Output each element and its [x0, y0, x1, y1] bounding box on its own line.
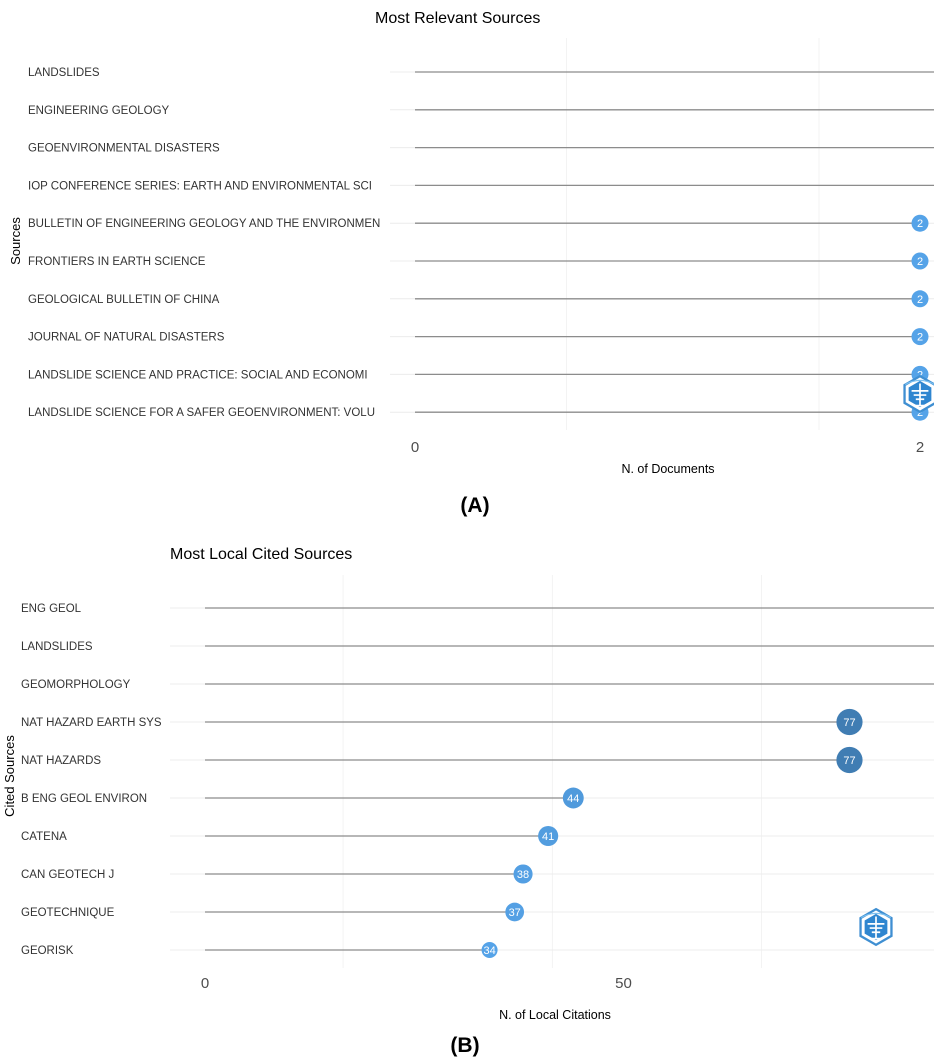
category-label: GEOTECHNIQUE: [21, 907, 115, 919]
category-labels: LANDSLIDES ENGINEERING GEOLOGY GEOENVIRONM…: [28, 67, 380, 419]
panel-label-b: (B): [450, 1034, 479, 1057]
y-axis-title: Cited Sources: [2, 735, 17, 817]
x-tick-label: 0: [201, 975, 209, 992]
bibliometrix-hexagon-icon: [903, 374, 934, 414]
data-label: 38: [517, 869, 529, 881]
x-tick-label: 0: [411, 439, 419, 456]
category-label: BULLETIN OF ENGINEERING GEOLOGY AND THE …: [28, 218, 380, 230]
data-label: 34: [483, 945, 495, 957]
data-point: [481, 942, 498, 958]
lollipop-points: 16916512077774441383734: [481, 708, 863, 958]
category-label: ENG GEOL: [21, 603, 82, 615]
data-label: 41: [542, 831, 554, 843]
category-label: LANDSLIDES: [28, 67, 100, 79]
x-axis-title: N. of Local Citations: [499, 1008, 611, 1022]
grid-lines: [170, 575, 934, 968]
x-tick-label: 2: [916, 439, 924, 456]
x-tick-labels: 050100150: [201, 975, 632, 992]
data-label: 2: [917, 332, 923, 344]
category-label: JOURNAL OF NATURAL DISASTERS: [28, 332, 225, 344]
data-point: [836, 708, 863, 736]
category-label: GEOLOGICAL BULLETIN OF CHINA: [28, 294, 220, 306]
data-point: [513, 864, 533, 884]
category-label: B ENG GEOL ENVIRON: [21, 793, 147, 805]
category-label: CATENA: [21, 831, 67, 843]
y-axis-title: Sources: [8, 217, 23, 265]
chart-most-local-cited-sources: 16916512077774441383734 ENG GEOLLANDSLID…: [2, 546, 934, 1022]
data-label: 44: [567, 793, 579, 805]
data-label: 77: [843, 755, 855, 767]
lollipop-points: 8533222222: [911, 214, 929, 421]
lollipop-stems: [205, 607, 934, 951]
category-label: FRONTIERS IN EARTH SCIENCE: [28, 256, 206, 268]
category-label: GEOMORPHOLOGY: [21, 679, 131, 691]
lollipop-stems: [415, 71, 934, 413]
data-label: 2: [917, 218, 923, 230]
category-label: IOP CONFERENCE SERIES: EARTH AND ENVIRON…: [28, 180, 372, 192]
data-point: [911, 290, 929, 308]
category-label: GEORISK: [21, 945, 74, 957]
x-tick-label: 50: [615, 975, 632, 992]
category-label: LANDSLIDE SCIENCE FOR A SAFER GEOENVIRON…: [28, 407, 375, 419]
data-point: [562, 787, 584, 809]
data-label: 37: [509, 907, 521, 919]
category-label: CAN GEOTECH J: [21, 869, 114, 881]
data-label: 2: [917, 407, 923, 419]
data-point: [836, 746, 863, 774]
category-label: LANDSLIDES: [21, 641, 93, 653]
data-point: [911, 252, 929, 270]
data-point: [911, 328, 929, 346]
category-label: LANDSLIDE SCIENCE AND PRACTICE: SOCIAL A…: [28, 369, 368, 381]
x-tick-labels: 02468: [411, 439, 924, 456]
data-label: 2: [917, 256, 923, 268]
x-axis-title: N. of Documents: [621, 462, 714, 476]
chart-title: Most Relevant Sources: [375, 10, 540, 27]
bibliometrix-hexagon-icon: [859, 907, 893, 947]
category-labels: ENG GEOL LANDSLIDES GEOMORPHOLOGY NAT HAZAR…: [21, 603, 162, 957]
category-label: NAT HAZARD EARTH SYS: [21, 717, 162, 729]
chart-title: Most Local Cited Sources: [170, 546, 352, 563]
grid-lines: [390, 38, 934, 430]
data-point: [911, 214, 929, 232]
data-label: 2: [917, 294, 923, 306]
data-point: [505, 902, 525, 922]
category-label: GEOENVIRONMENTAL DISASTERS: [28, 143, 220, 155]
data-label: 77: [843, 717, 855, 729]
panel-label-a: (A): [460, 494, 489, 517]
data-point: [538, 825, 559, 847]
category-label: NAT HAZARDS: [21, 755, 101, 767]
category-label: ENGINEERING GEOLOGY: [28, 105, 170, 117]
